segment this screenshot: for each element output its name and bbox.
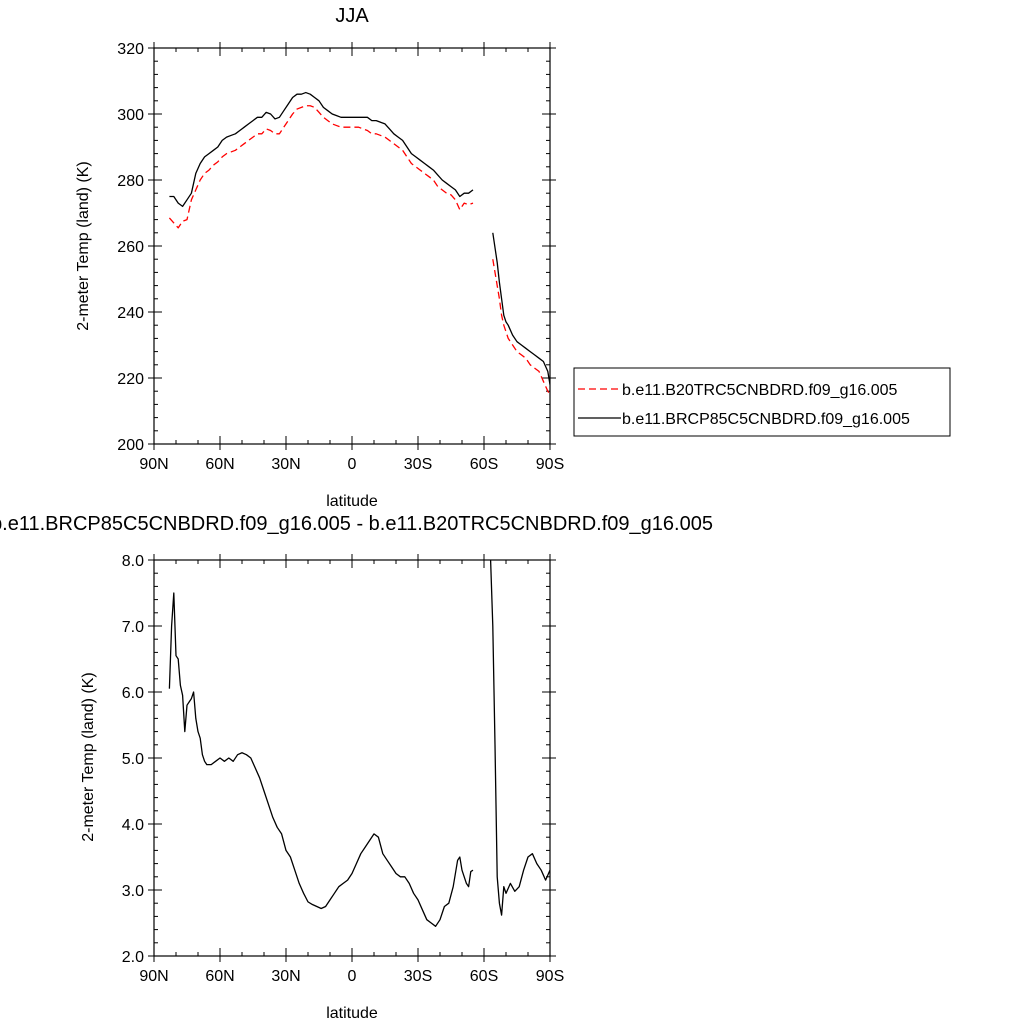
panel1-series-1-line-segment-2 [492,259,550,395]
panel1-x-tick-label: 0 [348,456,357,473]
panel1-x-tick-label: 60S [470,456,498,473]
panel2-x-tick-label: 60N [205,968,234,985]
panel1-x-tick-label: 90N [139,456,168,473]
panel2-y-tick-label: 5.0 [122,751,144,768]
panel1-series-2-line-segment-1 [169,91,474,208]
panel1-x-tick-label: 30N [271,456,300,473]
panel1-series-1-line-segment-1 [168,105,474,229]
panel1-x-axis-label: latitude [326,493,378,510]
panel1-title: JJA [335,5,369,27]
panel1-series-2-line-segment-2 [492,232,550,385]
legend-label-1: b.e11.B20TRC5CNBDRD.f09_g16.005 [622,382,898,399]
panel1-y-axis-label: 2-meter Temp (land) (K) [75,161,92,331]
legend: b.e11.B20TRC5CNBDRD.f09_g16.005 b.e11.BR… [573,367,951,437]
legend-box [573,367,951,437]
panel1-frame [153,47,551,445]
panel2-y-tick-label: 4.0 [122,817,144,834]
panel2-y-tick-label: 8.0 [122,553,144,570]
panel1-y-tick-label: 260 [117,239,144,256]
panel1-y-tick-label: 200 [117,437,144,454]
panel2-series-1-line-segment-1 [168,592,474,927]
panel1-plot-area: 200 220 240 260 280 300 320 90N 60N 30N 0 30S 60S 90S [117,41,564,473]
panel1-x-tick-label: 30S [404,456,432,473]
panel2-series-1-line-segment-2 [489,560,550,916]
panel2-x-axis-label: latitude [326,1005,378,1022]
panel1-x-tick-label: 60N [205,456,234,473]
panel2-x-tick-label: 90N [139,968,168,985]
panel2-y-tick-label: 2.0 [122,949,144,966]
panel2-y-tick-label: 3.0 [122,883,144,900]
panel2-x-tick-label: 90S [536,968,564,985]
panel2-x-tick-label: 30S [404,968,432,985]
panel1-x-tick-label: 90S [536,456,564,473]
panel1-y-tick-label: 300 [117,107,144,124]
legend-label-2: b.e11.BRCP85C5CNBDRD.f09_g16.005 [622,411,910,428]
panel1-y-tick-label: 320 [117,41,144,58]
panel1-y-tick-label: 280 [117,173,144,190]
panel1-y-tick-label: 220 [117,371,144,388]
panel1-y-tick-label: 240 [117,305,144,322]
panel2-title: b.e11.BRCP85C5CNBDRD.f09_g16.005 - b.e11… [0,513,713,535]
panel2-x-tick-label: 0 [348,968,357,985]
panel2-y-tick-label: 6.0 [122,685,144,702]
panel2-x-tick-label: 30N [271,968,300,985]
panel2-frame [153,559,551,957]
panel2-x-tick-label: 60S [470,968,498,985]
panel2-y-axis-label: 2-meter Temp (land) (K) [80,672,97,842]
panel2-plot-area: 2.0 3.0 4.0 5.0 6.0 7.0 8.0 90N 60N 30N 0 30S 60S 90S [122,553,564,985]
panel2-y-tick-label: 7.0 [122,619,144,636]
